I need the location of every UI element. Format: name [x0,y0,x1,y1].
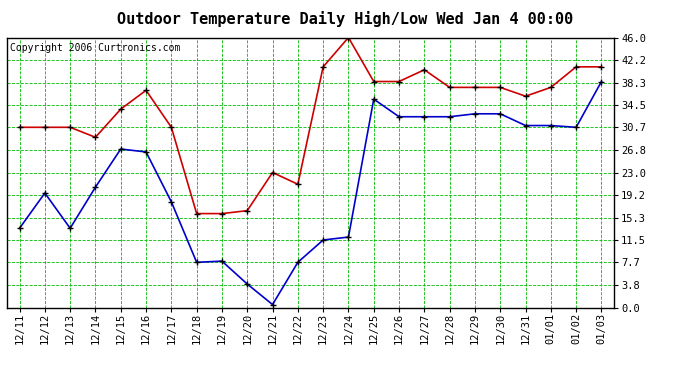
Text: Outdoor Temperature Daily High/Low Wed Jan 4 00:00: Outdoor Temperature Daily High/Low Wed J… [117,11,573,27]
Text: Copyright 2006 Curtronics.com: Copyright 2006 Curtronics.com [10,43,180,53]
